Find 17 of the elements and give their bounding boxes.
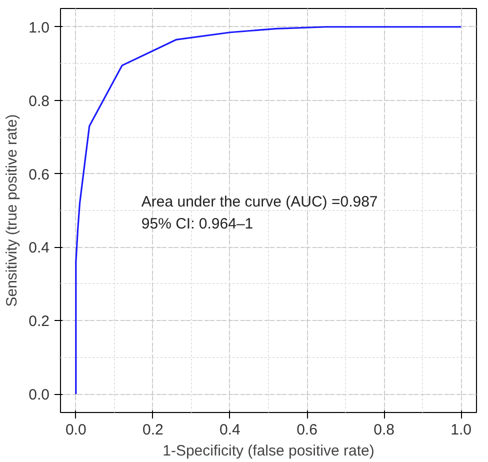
x-tick-label: 0.8 xyxy=(374,422,394,438)
x-tick-label: 0.2 xyxy=(142,422,164,438)
y-axis-title: Sensitivity (true positive rate) xyxy=(4,114,21,307)
line-series xyxy=(75,26,462,395)
x-tick-label: 1.0 xyxy=(450,422,472,438)
y-tick-label: 0.8 xyxy=(28,92,50,110)
x-tick-label: 0.6 xyxy=(296,422,318,438)
y-tick-label: 0.4 xyxy=(28,240,50,257)
annotation: 95% CI: 0.964–1 xyxy=(141,216,254,233)
y-tick-label: 0.2 xyxy=(28,313,50,330)
annotation: Area under the curve (AUC) =0.987 xyxy=(141,194,378,210)
x-tick-label: 0.0 xyxy=(65,422,86,438)
y-tick-label: 0.0 xyxy=(28,386,50,404)
x-tick-label: 0.4 xyxy=(220,422,240,438)
y-tick-label: 0.6 xyxy=(28,166,50,184)
y-tick-label: 1.0 xyxy=(28,19,50,36)
x-axis-title: 1-Specificity (false positive rate) xyxy=(162,442,374,460)
